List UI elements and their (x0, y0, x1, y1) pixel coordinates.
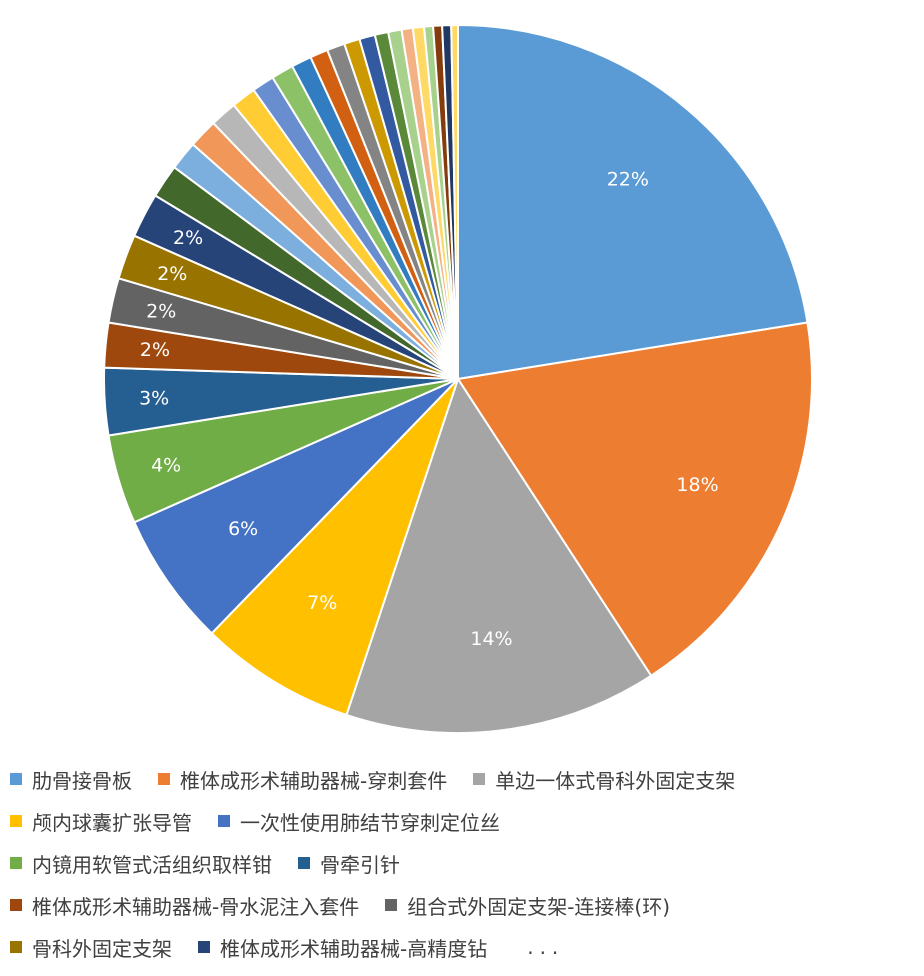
legend-item: 骨科外固定支架 (10, 933, 172, 962)
legend-row: 骨科外固定支架 椎体成形术辅助器械-高精度钻... (10, 926, 915, 968)
data-label-2: 14% (470, 628, 512, 650)
pie-slice-30 (450, 23, 459, 380)
legend-swatch (298, 857, 310, 869)
data-label-6: 3% (139, 388, 169, 410)
legend-ellipsis: ... (527, 935, 565, 959)
legend-row: 肋骨接骨板 椎体成形术辅助器械-穿刺套件 单边一体式骨科外固定支架 (10, 758, 915, 800)
data-label-7: 2% (140, 339, 170, 361)
data-label-3: 7% (307, 592, 337, 614)
legend-item: 单边一体式骨科外固定支架 (473, 765, 735, 794)
legend-item: 椎体成形术辅助器械-骨水泥注入套件 (10, 891, 359, 920)
chart-legend: 肋骨接骨板 椎体成形术辅助器械-穿刺套件 单边一体式骨科外固定支架颅内球囊扩张导管 一… (10, 758, 915, 968)
legend-row: 内镜用软管式活组织取样钳 骨牵引针 (10, 842, 915, 884)
legend-label: 椎体成形术辅助器械-穿刺套件 (180, 768, 448, 793)
legend-label: 一次性使用肺结节穿刺定位丝 (240, 810, 500, 835)
legend-label: 骨牵引针 (320, 852, 400, 877)
legend-label: 椎体成形术辅助器械-高精度钻 (220, 936, 488, 961)
pie-chart-svg: 22% 18% 14% 7% 6% 4% 3% 2% 2% 2% 2% (103, 23, 813, 734)
legend-swatch (198, 941, 210, 953)
legend-label: 颅内球囊扩张导管 (32, 810, 192, 835)
legend-swatch (10, 941, 22, 953)
legend-label: 单边一体式骨科外固定支架 (495, 768, 736, 793)
legend-item: 骨牵引针 (298, 849, 400, 878)
legend-swatch (10, 773, 22, 785)
data-label-8: 2% (146, 300, 176, 322)
data-label-10: 2% (173, 227, 203, 249)
legend-item: 内镜用软管式活组织取样钳 (10, 849, 272, 878)
legend-label: 骨科外固定支架 (32, 936, 172, 961)
pie-slice-3 (210, 378, 459, 717)
legend-row: 椎体成形术辅助器械-骨水泥注入套件 组合式外固定支架-连接棒(环) (10, 884, 915, 926)
legend-swatch (385, 899, 398, 911)
legend-item: 椎体成形术辅助器械-穿刺套件 (158, 765, 447, 794)
data-label-4: 6% (228, 518, 258, 540)
data-label-1: 18% (676, 474, 718, 496)
pie-slice-4 (132, 378, 459, 635)
legend-item: 椎体成形术辅助器械-高精度钻 (198, 933, 487, 962)
pie-slice-1 (456, 321, 813, 678)
legend-label: 组合式外固定支架-连接棒(环) (407, 894, 671, 919)
legend-item: 颅内球囊扩张导管 (10, 807, 192, 836)
pie-slice-2 (345, 376, 653, 734)
data-label-5: 4% (151, 455, 181, 477)
legend-swatch (473, 773, 486, 785)
legend-label: 肋骨接骨板 (32, 768, 132, 793)
legend-swatch (10, 857, 22, 869)
legend-swatch (10, 899, 22, 911)
legend-swatch (218, 815, 230, 827)
legend-label: 椎体成形术辅助器械-骨水泥注入套件 (32, 894, 360, 919)
legend-swatch (158, 773, 170, 785)
legend-swatch (10, 815, 22, 827)
legend-item: 肋骨接骨板 (10, 765, 132, 794)
legend-row: 颅内球囊扩张导管 一次性使用肺结节穿刺定位丝 (10, 800, 915, 842)
legend-item: 组合式外固定支架-连接棒(环) (385, 891, 670, 920)
pie-chart: 22% 18% 14% 7% 6% 4% 3% 2% 2% 2% 2% (103, 23, 813, 734)
legend-label: 内镜用软管式活组织取样钳 (32, 852, 272, 877)
data-label-0: 22% (607, 169, 649, 191)
legend-item: 一次性使用肺结节穿刺定位丝 (218, 807, 500, 836)
pie-slice-0 (457, 23, 809, 381)
data-label-9: 2% (157, 263, 187, 285)
